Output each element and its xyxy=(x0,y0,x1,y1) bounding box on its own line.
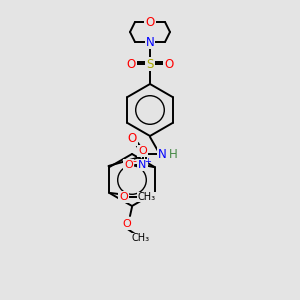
Text: CH₃: CH₃ xyxy=(132,233,150,243)
Text: O: O xyxy=(128,133,136,146)
Text: CH₃: CH₃ xyxy=(137,192,155,202)
Text: N: N xyxy=(146,35,154,49)
Text: O: O xyxy=(126,58,136,70)
Text: O: O xyxy=(119,192,128,202)
Text: -: - xyxy=(133,156,136,166)
Text: H: H xyxy=(169,148,177,160)
Text: O: O xyxy=(124,160,133,170)
Text: N: N xyxy=(138,160,147,170)
Text: N: N xyxy=(158,148,166,160)
Text: O: O xyxy=(164,58,174,70)
Text: O: O xyxy=(138,146,147,156)
Text: O: O xyxy=(123,219,131,229)
Text: O: O xyxy=(146,16,154,28)
Text: S: S xyxy=(146,58,154,70)
Text: +: + xyxy=(144,157,151,166)
